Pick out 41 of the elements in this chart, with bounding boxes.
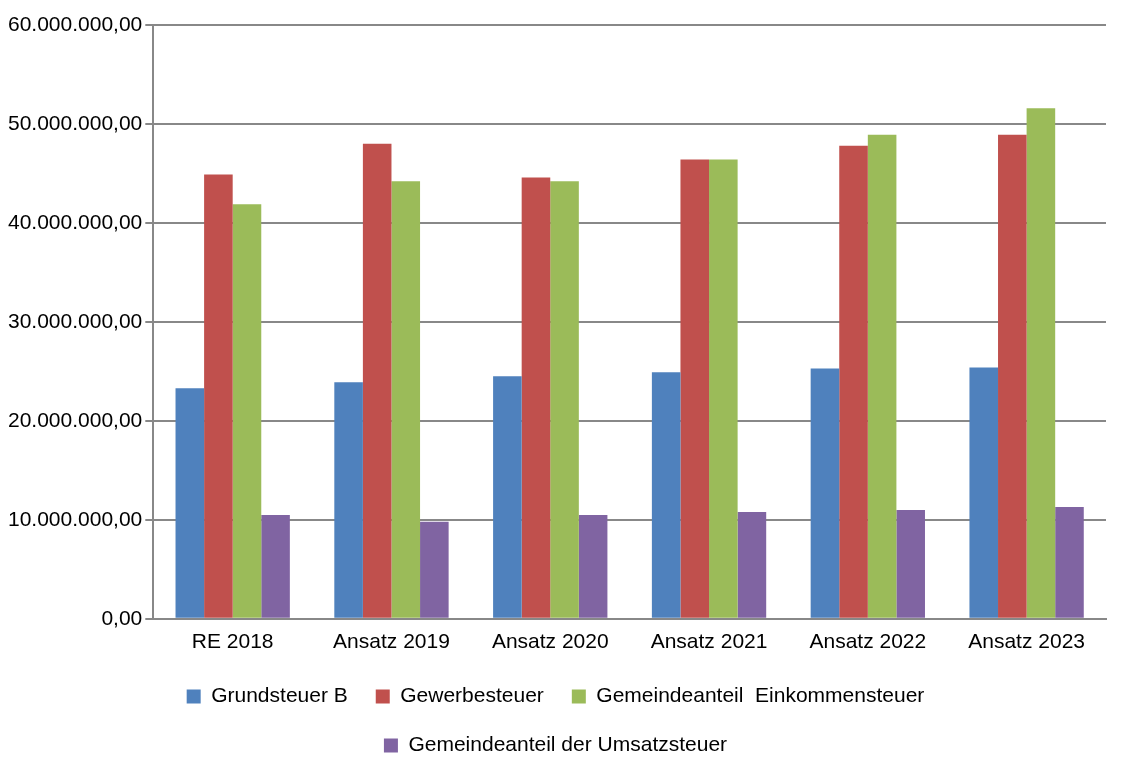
bar: [709, 159, 738, 618]
bar: [334, 382, 363, 618]
x-tick-label: Ansatz 2022: [809, 629, 927, 653]
bar: [175, 388, 205, 618]
bar: [896, 509, 925, 618]
bar: [493, 376, 522, 618]
legend-label: Gewerbesteuer: [400, 683, 544, 707]
bar: [261, 514, 290, 618]
bar: [521, 177, 551, 618]
bar: [839, 145, 868, 618]
bar: [867, 134, 897, 618]
bar: [998, 134, 1027, 618]
bar: [391, 181, 421, 618]
y-tick-label: 20.000.000,00: [8, 407, 143, 431]
legend-label: Gemeindeanteil der Umsatzsteuer: [408, 732, 728, 756]
legend-label: Grundsteuer B: [211, 683, 348, 707]
bar: [969, 367, 999, 618]
bar: [1055, 506, 1084, 618]
bar: [550, 181, 579, 618]
bar: [1026, 108, 1056, 618]
y-tick-label: 40.000.000,00: [8, 209, 143, 233]
x-tick-label: Ansatz 2021: [650, 629, 768, 653]
bar: [680, 159, 710, 618]
bar: [810, 368, 840, 618]
y-tick-label: 50.000.000,00: [8, 110, 143, 134]
x-tick-label: RE 2018: [191, 629, 274, 653]
bar: [420, 521, 449, 618]
x-tick-label: Ansatz 2019: [333, 629, 450, 653]
y-tick-label: 0,00: [101, 605, 143, 629]
x-tick-label: Ansatz 2020: [491, 629, 609, 653]
bar: [362, 143, 392, 618]
x-tick-label: Ansatz 2023: [968, 629, 1085, 653]
y-tick-label: 60.000.000,00: [8, 11, 143, 35]
bar: [737, 511, 767, 618]
y-tick-label: 10.000.000,00: [8, 506, 143, 530]
bar: [651, 372, 681, 618]
bar: [204, 174, 233, 618]
legend-label: Gemeindeanteil Einkommensteuer: [596, 683, 925, 707]
y-tick-label: 30.000.000,00: [8, 308, 143, 332]
bar: [578, 514, 608, 618]
bar: [232, 204, 262, 618]
